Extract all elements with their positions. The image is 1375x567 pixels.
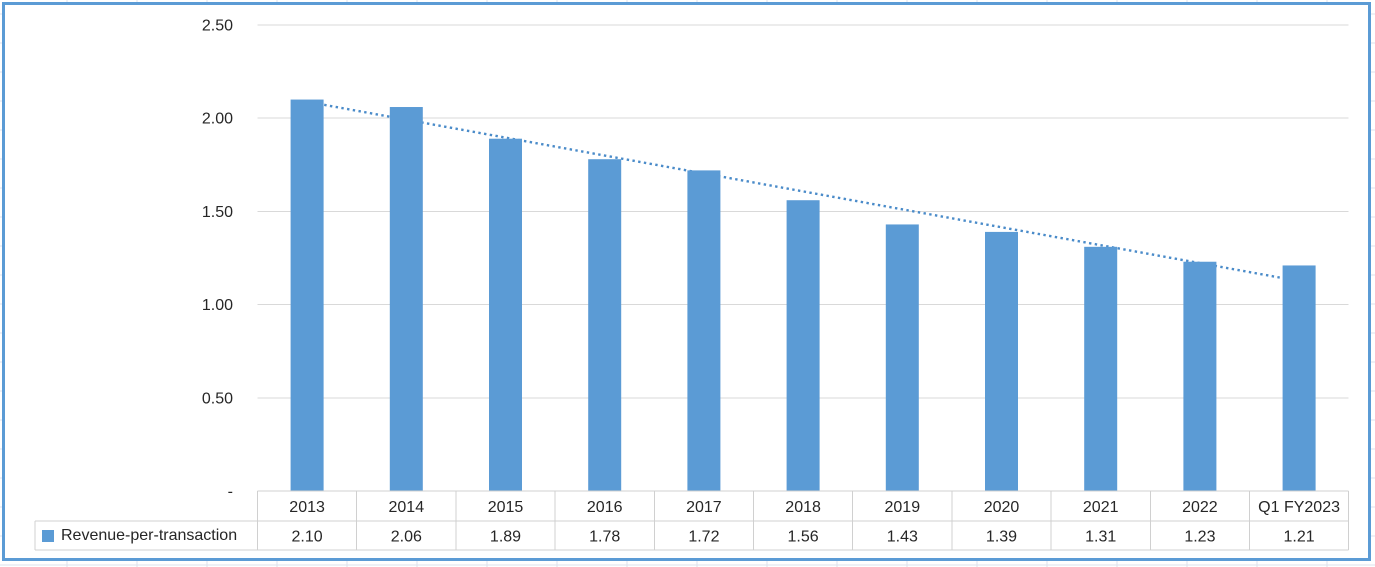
table-value: 1.43 (887, 529, 918, 546)
bar-2015[interactable] (489, 138, 522, 492)
bar-2020[interactable] (985, 231, 1018, 492)
table-category-label: 2013 (289, 499, 325, 516)
bar-2017[interactable] (687, 170, 721, 491)
table-value: 1.56 (788, 529, 819, 546)
table-value: 2.10 (292, 529, 323, 546)
table-category-label: 2019 (885, 499, 921, 516)
table-value: 1.31 (1085, 529, 1116, 546)
y-axis-tick-label: - (228, 484, 233, 501)
table-value: 1.21 (1284, 529, 1315, 546)
bar-2021[interactable] (1084, 246, 1118, 491)
y-axis-tick-label: 1.50 (202, 204, 233, 221)
table-category-label: 2021 (1083, 499, 1119, 516)
table-category-label: 2018 (785, 499, 821, 516)
bar-2022[interactable] (1183, 261, 1217, 491)
table-category-label: 2017 (686, 499, 722, 516)
legend: Revenue-per-transaction (42, 522, 237, 549)
table-category-label: 2015 (488, 499, 524, 516)
table-category-label: 2016 (587, 499, 623, 516)
table-category-label: 2014 (389, 499, 425, 516)
table-value: 1.72 (688, 529, 719, 546)
table-value: 1.39 (986, 529, 1017, 546)
bar-2014[interactable] (389, 107, 423, 492)
bar-2018[interactable] (786, 200, 820, 491)
bar-q1-fy2023[interactable] (1282, 265, 1316, 491)
legend-key-icon (42, 529, 54, 542)
table-category-label: 2022 (1182, 499, 1218, 516)
y-axis-tick-label: 2.00 (202, 111, 233, 128)
bar-2016[interactable] (588, 159, 622, 491)
y-axis-tick-label: 1.00 (202, 297, 233, 314)
bar-2013[interactable] (290, 99, 324, 491)
table-value: 2.06 (391, 529, 422, 546)
table-value: 1.89 (490, 529, 521, 546)
legend-label: Revenue-per-transaction (61, 526, 238, 544)
table-category-label: Q1 FY2023 (1258, 499, 1340, 516)
chart-canvas: 2.50 2.00 1.50 1.00 0.50 - 2013 2014 2015 2016 201… (34, 18, 1350, 551)
table-value: 1.23 (1184, 529, 1215, 546)
y-axis-tick-label: 0.50 (202, 390, 233, 407)
bar-2019[interactable] (885, 224, 919, 491)
table-value: 1.78 (589, 529, 620, 546)
y-axis-tick-label: 2.50 (202, 18, 233, 35)
table-category-label: 2020 (984, 499, 1020, 516)
